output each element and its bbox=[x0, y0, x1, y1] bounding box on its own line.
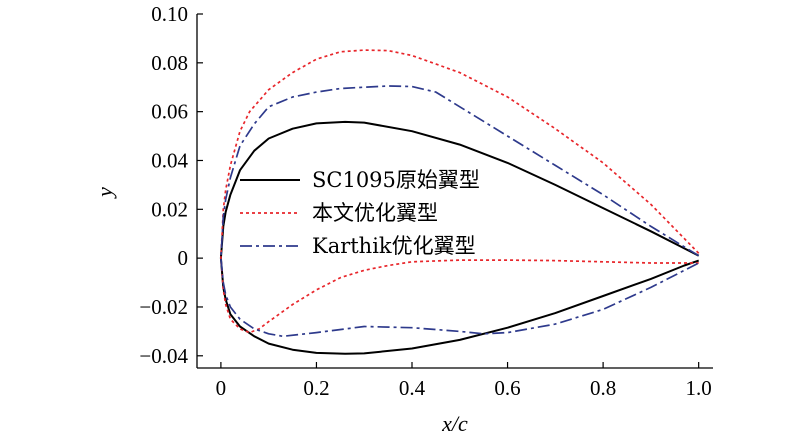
x-tick-label: 0.6 bbox=[494, 376, 520, 400]
y-tick-label: 0 bbox=[178, 246, 189, 270]
x-tick-label: 0.8 bbox=[590, 376, 616, 400]
tick-labels: −0.04 −0.02 0 0.02 0.04 0.06 0.08 0.10 0 0.2 0.4 0.… bbox=[139, 2, 711, 400]
legend-label-2: 本文优化翼型 bbox=[312, 201, 438, 225]
y-tick-label: 0.04 bbox=[151, 148, 188, 172]
y-tick-label: −0.02 bbox=[139, 295, 188, 319]
series-layer bbox=[219, 49, 700, 355]
y-tick-label: 0.10 bbox=[151, 2, 188, 26]
x-tick-label: 1.0 bbox=[686, 376, 712, 400]
x-tick-label: 0.2 bbox=[303, 376, 329, 400]
axes bbox=[196, 13, 713, 369]
y-tick-label: 0.02 bbox=[151, 197, 188, 221]
y-tick-label: 0.06 bbox=[151, 100, 188, 124]
x-tick-label: 0.4 bbox=[399, 376, 426, 400]
y-tick-label: 0.08 bbox=[151, 51, 188, 75]
y-axis-label: y bbox=[92, 187, 117, 199]
x-axis-label: x/c bbox=[441, 411, 468, 436]
legend-label-3: Karthik优化翼型 bbox=[312, 234, 476, 258]
legend-label-1: SC1095原始翼型 bbox=[312, 168, 480, 192]
y-tick-label: −0.04 bbox=[139, 344, 188, 368]
series-line-3 bbox=[220, 85, 700, 338]
x-tick-label: 0 bbox=[216, 376, 227, 400]
series-line-2 bbox=[220, 49, 700, 334]
